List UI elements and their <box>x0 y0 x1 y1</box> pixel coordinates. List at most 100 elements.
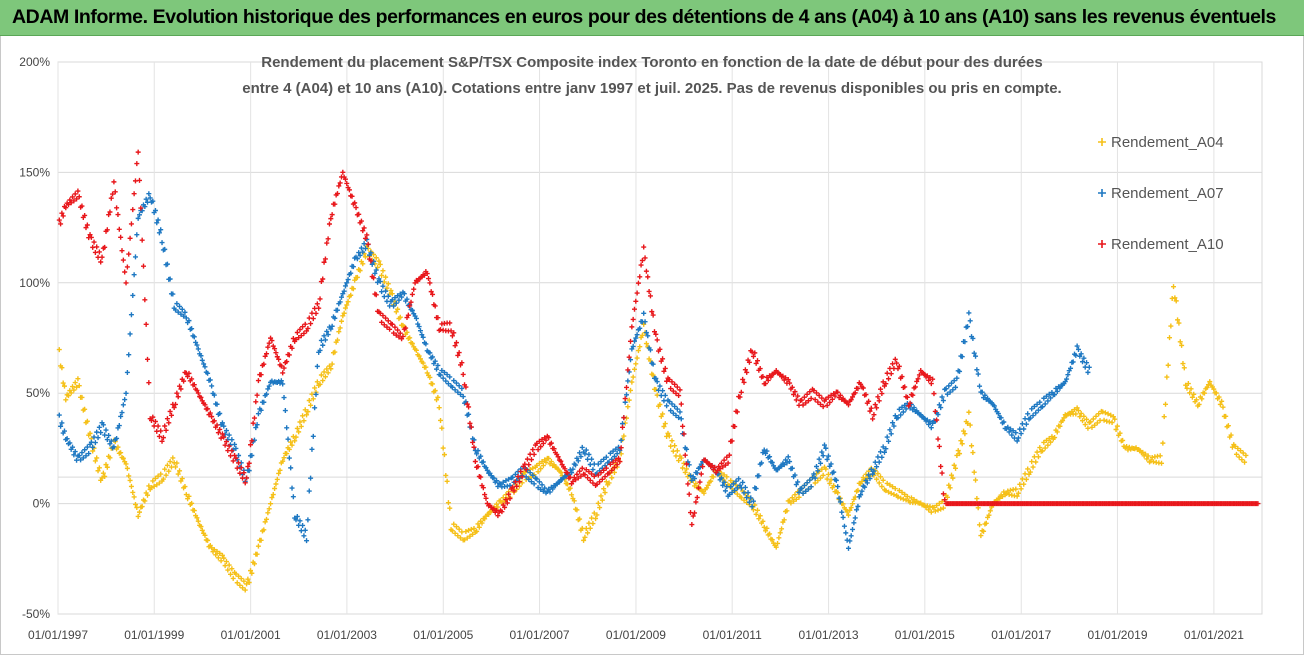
data-point <box>950 387 956 393</box>
data-point <box>447 374 453 380</box>
data-point <box>466 404 472 410</box>
data-point <box>827 480 833 486</box>
data-point <box>177 383 183 389</box>
data-point <box>451 378 457 384</box>
x-tick-label: 01/01/2001 <box>221 628 281 642</box>
data-point <box>874 405 880 411</box>
data-point <box>678 416 684 422</box>
data-point <box>1001 489 1007 495</box>
data-point <box>1110 414 1116 420</box>
data-point <box>543 459 549 465</box>
data-point <box>981 528 987 534</box>
data-point <box>895 494 901 500</box>
data-point <box>1006 429 1012 435</box>
data-point <box>807 477 813 483</box>
data-point <box>677 387 683 393</box>
data-point <box>383 315 389 321</box>
data-point <box>906 403 912 409</box>
data-point <box>876 398 882 404</box>
data-point <box>651 329 657 335</box>
data-point <box>939 470 945 476</box>
data-point <box>737 394 743 400</box>
data-point <box>407 303 413 309</box>
data-point <box>935 436 941 442</box>
data-point <box>928 425 934 431</box>
data-point <box>150 414 156 420</box>
data-point <box>338 318 344 324</box>
data-point <box>1211 386 1217 392</box>
data-point <box>722 462 728 468</box>
data-point <box>155 217 161 223</box>
data-point <box>316 305 322 311</box>
data-point <box>218 435 224 441</box>
data-point <box>676 393 682 399</box>
data-point <box>385 281 391 287</box>
data-point <box>226 432 232 438</box>
data-point <box>729 438 735 444</box>
data-point <box>808 395 814 401</box>
data-point <box>1157 453 1163 459</box>
data-point <box>362 235 368 241</box>
data-point <box>586 469 592 475</box>
data-point <box>251 561 257 567</box>
data-point <box>242 587 248 593</box>
data-point <box>137 509 143 515</box>
data-point <box>546 455 552 461</box>
data-point <box>482 492 488 498</box>
data-point <box>888 490 894 496</box>
data-point <box>383 288 389 294</box>
data-point <box>99 475 105 481</box>
data-point <box>163 427 169 433</box>
data-point <box>1238 448 1244 454</box>
data-point <box>344 280 350 286</box>
data-point <box>248 442 254 448</box>
data-point <box>761 524 767 530</box>
data-point <box>1176 320 1182 326</box>
data-point <box>864 480 870 486</box>
data-point <box>1089 424 1095 430</box>
data-point <box>828 392 834 398</box>
data-point <box>610 459 616 465</box>
data-point <box>1112 416 1118 422</box>
data-point <box>577 516 583 522</box>
data-point <box>182 484 188 490</box>
data-point <box>463 529 469 535</box>
data-point <box>859 488 865 494</box>
data-point <box>120 257 126 263</box>
data-point <box>1078 351 1084 357</box>
data-point <box>579 465 585 471</box>
data-point <box>883 488 889 494</box>
data-point <box>725 460 731 466</box>
data-point <box>441 369 447 375</box>
data-point <box>1015 490 1021 496</box>
data-point <box>551 462 557 468</box>
data-point <box>289 442 295 448</box>
data-point <box>870 416 876 422</box>
data-point <box>995 411 1001 417</box>
data-point <box>610 448 616 454</box>
data-point <box>131 191 137 197</box>
data-point <box>341 310 347 316</box>
data-point <box>955 448 961 454</box>
data-point <box>336 329 342 335</box>
data-point <box>817 475 823 481</box>
data-point <box>1217 401 1223 407</box>
data-point <box>156 433 162 439</box>
data-point <box>455 533 461 539</box>
data-point <box>251 415 257 421</box>
data-point <box>417 328 423 334</box>
data-point <box>268 501 274 507</box>
data-point <box>131 494 137 500</box>
data-point <box>926 377 932 383</box>
data-point <box>706 461 712 467</box>
data-point <box>820 453 826 459</box>
data-point <box>112 189 118 195</box>
data-point <box>84 222 90 228</box>
data-point <box>230 575 236 581</box>
data-point <box>233 455 239 461</box>
data-point <box>284 425 290 431</box>
data-point <box>476 524 482 530</box>
data-point <box>1093 413 1099 419</box>
chart-points <box>56 149 1261 593</box>
data-point <box>871 412 877 418</box>
